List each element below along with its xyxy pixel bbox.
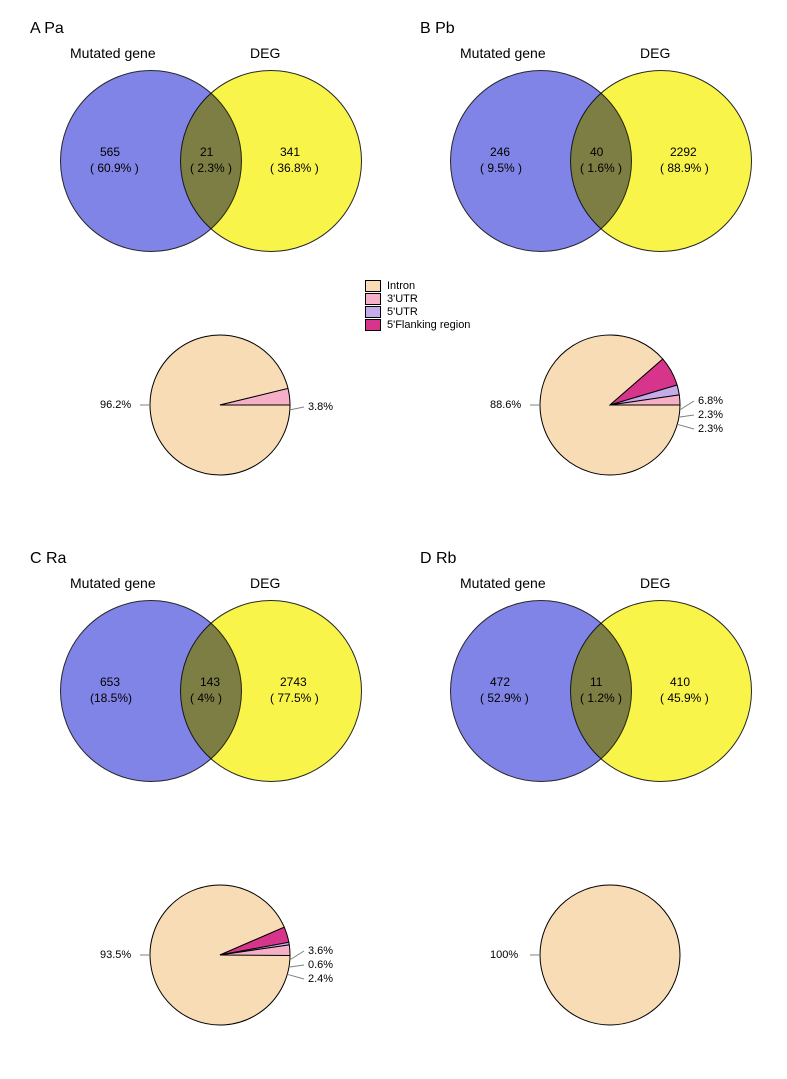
venn-right-value: 410	[670, 675, 690, 691]
category-left-label: Mutated gene	[70, 45, 156, 61]
pie-chart	[130, 320, 310, 490]
pie-chart	[130, 870, 310, 1040]
pie-label-minor: 6.8%	[698, 395, 723, 407]
venn-left-value: 472	[490, 675, 510, 691]
legend-swatch	[365, 293, 381, 305]
category-right-label: DEG	[250, 575, 280, 591]
venn-mid-pct: ( 1.6% )	[580, 161, 622, 177]
legend-label: 5'Flanking region	[387, 319, 470, 331]
venn-right-value: 341	[280, 145, 300, 161]
venn-diagram: 653(18.5%) 143( 4% ) 2743( 77.5% )	[50, 595, 370, 785]
legend-label: 5'UTR	[387, 306, 418, 318]
venn-mid-value: 21	[200, 145, 213, 161]
venn-left-value: 565	[100, 145, 120, 161]
legend-swatch	[365, 306, 381, 318]
category-left-label: Mutated gene	[460, 575, 546, 591]
venn-right-value: 2743	[280, 675, 307, 691]
venn-left-pct: ( 9.5% )	[480, 161, 522, 177]
venn-right-pct: ( 88.9% )	[660, 161, 709, 177]
venn-mid-pct: ( 2.3% )	[190, 161, 232, 177]
pie-label-major: 93.5%	[100, 949, 131, 961]
venn-left-value: 246	[490, 145, 510, 161]
legend-label: 3'UTR	[387, 293, 418, 305]
venn-mid-pct: ( 1.2% )	[580, 691, 622, 707]
venn-left-value: 653	[100, 675, 120, 691]
pie-label-major: 88.6%	[490, 399, 521, 411]
panel-label: C Ra	[30, 550, 66, 568]
venn-diagram: 565( 60.9% ) 21( 2.3% ) 341( 36.8% )	[50, 65, 370, 255]
pie-label-major: 96.2%	[100, 399, 131, 411]
panel-label: A Pa	[30, 20, 64, 38]
venn-left-pct: ( 52.9% )	[480, 691, 529, 707]
legend-item: 5'Flanking region	[365, 319, 470, 331]
legend-item: 3'UTR	[365, 293, 470, 305]
pie-label-minor: 3.8%	[308, 401, 333, 413]
legend-swatch	[365, 319, 381, 331]
venn-diagram: 246( 9.5% ) 40( 1.6% ) 2292( 88.9% )	[440, 65, 760, 255]
venn-mid-value: 143	[200, 675, 220, 691]
panel-label: D Rb	[420, 550, 456, 568]
pie-label-minor: 3.6%	[308, 945, 333, 957]
venn-left-pct: ( 60.9% )	[90, 161, 139, 177]
venn-right-value: 2292	[670, 145, 697, 161]
venn-mid-pct: ( 4% )	[190, 691, 222, 707]
pie-label-major: 100%	[490, 949, 518, 961]
venn-right-pct: ( 36.8% )	[270, 161, 319, 177]
category-right-label: DEG	[640, 45, 670, 61]
panel-label: B Pb	[420, 20, 455, 38]
venn-left-pct: (18.5%)	[90, 691, 132, 707]
venn-right-pct: ( 45.9% )	[660, 691, 709, 707]
legend-item: 5'UTR	[365, 306, 470, 318]
pie-legend: Intron3'UTR5'UTR5'Flanking region	[365, 280, 470, 332]
pie-label-minor: 2.3%	[698, 423, 723, 435]
legend-item: Intron	[365, 280, 470, 292]
pie-label-minor: 2.3%	[698, 409, 723, 421]
venn-mid-value: 11	[590, 675, 602, 691]
venn-diagram: 472( 52.9% ) 11( 1.2% ) 410( 45.9% )	[440, 595, 760, 785]
category-right-label: DEG	[250, 45, 280, 61]
legend-swatch	[365, 280, 381, 292]
category-left-label: Mutated gene	[70, 575, 156, 591]
category-right-label: DEG	[640, 575, 670, 591]
legend-label: Intron	[387, 280, 415, 292]
pie-chart	[520, 870, 700, 1040]
pie-label-minor: 2.4%	[308, 973, 333, 985]
venn-right-pct: ( 77.5% )	[270, 691, 319, 707]
category-left-label: Mutated gene	[460, 45, 546, 61]
venn-mid-value: 40	[590, 145, 603, 161]
pie-chart	[520, 320, 700, 490]
pie-label-minor: 0.6%	[308, 959, 333, 971]
